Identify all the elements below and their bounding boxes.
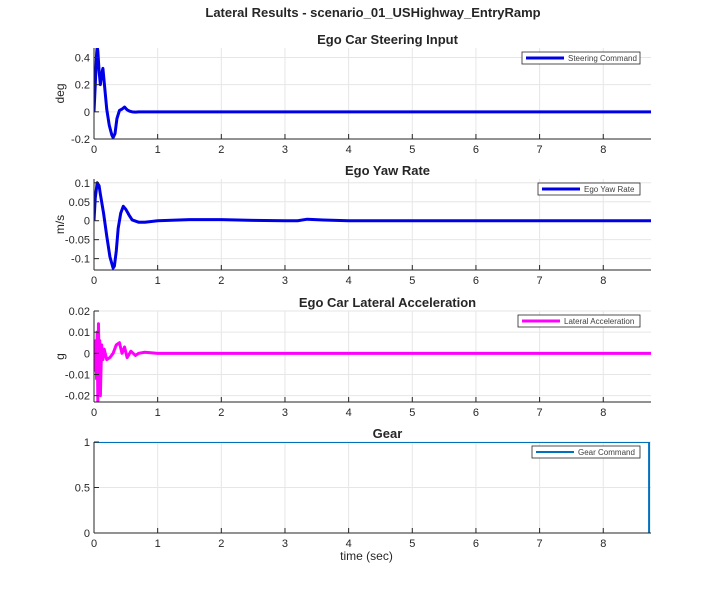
y-tick-label: 0 <box>84 107 90 119</box>
x-tick-label: 0 <box>91 407 97 419</box>
x-tick-label: 8 <box>600 538 606 550</box>
legend-box <box>537 182 641 196</box>
x-tick-label: 0 <box>91 144 97 156</box>
x-tick-label: 2 <box>218 275 224 287</box>
x-tick-label: 7 <box>537 538 543 550</box>
x-tick-label: 5 <box>409 275 415 287</box>
y-tick-label: 0 <box>84 216 90 228</box>
y-tick-label: 0 <box>84 348 90 360</box>
x-tick-label: 1 <box>155 144 161 156</box>
subplot-title: Ego Yaw Rate <box>345 163 430 178</box>
x-tick-label: 8 <box>600 275 606 287</box>
x-axis-label: time (sec) <box>340 549 393 563</box>
x-tick-label: 8 <box>600 144 606 156</box>
series-line-1 <box>94 48 651 139</box>
x-tick-label: 2 <box>218 538 224 550</box>
y-tick-label: 0.01 <box>69 327 90 339</box>
x-tick-label: 7 <box>537 407 543 419</box>
x-tick-label: 3 <box>282 538 288 550</box>
y-tick-label: -0.01 <box>65 369 90 381</box>
x-tick-label: 4 <box>346 144 352 156</box>
x-tick-label: 1 <box>155 275 161 287</box>
x-tick-label: 3 <box>282 275 288 287</box>
x-tick-label: 6 <box>473 275 479 287</box>
legend-box <box>521 51 641 65</box>
y-tick-label: -0.2 <box>71 134 90 146</box>
x-tick-label: 1 <box>155 538 161 550</box>
figure-title: Lateral Results - scenario_01_USHighway_… <box>205 5 540 20</box>
legend-label: Steering Command <box>568 54 637 63</box>
x-tick-label: 2 <box>218 407 224 419</box>
y-tick-label: 0.4 <box>75 53 90 65</box>
x-tick-label: 7 <box>537 144 543 156</box>
y-tick-label: -0.05 <box>65 235 90 247</box>
series-line-1 <box>94 181 651 270</box>
x-tick-label: 7 <box>537 275 543 287</box>
subplot-4: 0 1 2 3 4 5 6 7 8 0 0.5 1 Gear time (sec) Gear Command <box>75 426 651 563</box>
x-tick-label: 8 <box>600 407 606 419</box>
y-tick-label: -0.1 <box>71 254 90 266</box>
y-axis-label: m/s <box>53 215 67 234</box>
legend-box <box>531 445 641 459</box>
y-axis-label: deg <box>53 83 67 103</box>
x-tick-label: 5 <box>409 538 415 550</box>
legend-box <box>517 314 641 328</box>
y-tick-label: 0.5 <box>75 483 90 495</box>
x-tick-label: 0 <box>91 538 97 550</box>
subplot-2: 0 1 2 3 4 5 6 7 8 -0.1 -0.05 0 0.05 0.1 Ego Yaw Rate m/… <box>53 163 651 287</box>
x-tick-label: 4 <box>346 275 352 287</box>
legend-label: Gear Command <box>578 448 635 457</box>
subplot-title: Gear <box>373 426 403 441</box>
subplot-title: Ego Car Lateral Acceleration <box>299 295 476 310</box>
series-line-1 <box>94 322 651 402</box>
x-tick-label: 0 <box>91 275 97 287</box>
y-tick-label: -0.02 <box>65 391 90 403</box>
x-tick-label: 5 <box>409 144 415 156</box>
y-tick-label: 0.05 <box>69 197 90 209</box>
subplot-title: Ego Car Steering Input <box>317 32 459 47</box>
y-tick-label: 0 <box>84 528 90 540</box>
legend-label: Ego Yaw Rate <box>584 185 635 194</box>
y-tick-label: 0.02 <box>69 306 90 318</box>
y-tick-label: 0.2 <box>75 80 90 92</box>
y-axis-label: g <box>53 353 67 360</box>
x-tick-label: 3 <box>282 407 288 419</box>
x-tick-label: 6 <box>473 538 479 550</box>
x-tick-label: 3 <box>282 144 288 156</box>
x-tick-label: 1 <box>155 407 161 419</box>
subplot-3: 0 1 2 3 4 5 6 7 8 -0.02 -0.01 0 0.01 0.02 Ego Car Late… <box>53 295 651 419</box>
x-tick-label: 5 <box>409 407 415 419</box>
x-tick-label: 6 <box>473 144 479 156</box>
x-tick-label: 2 <box>218 144 224 156</box>
series-line-1 <box>94 442 651 533</box>
x-tick-label: 4 <box>346 538 352 550</box>
y-tick-label: 0.1 <box>75 178 90 190</box>
legend-label: Lateral Acceleration <box>564 317 634 326</box>
y-tick-label: 1 <box>84 437 90 449</box>
x-tick-label: 6 <box>473 407 479 419</box>
x-tick-label: 4 <box>346 407 352 419</box>
